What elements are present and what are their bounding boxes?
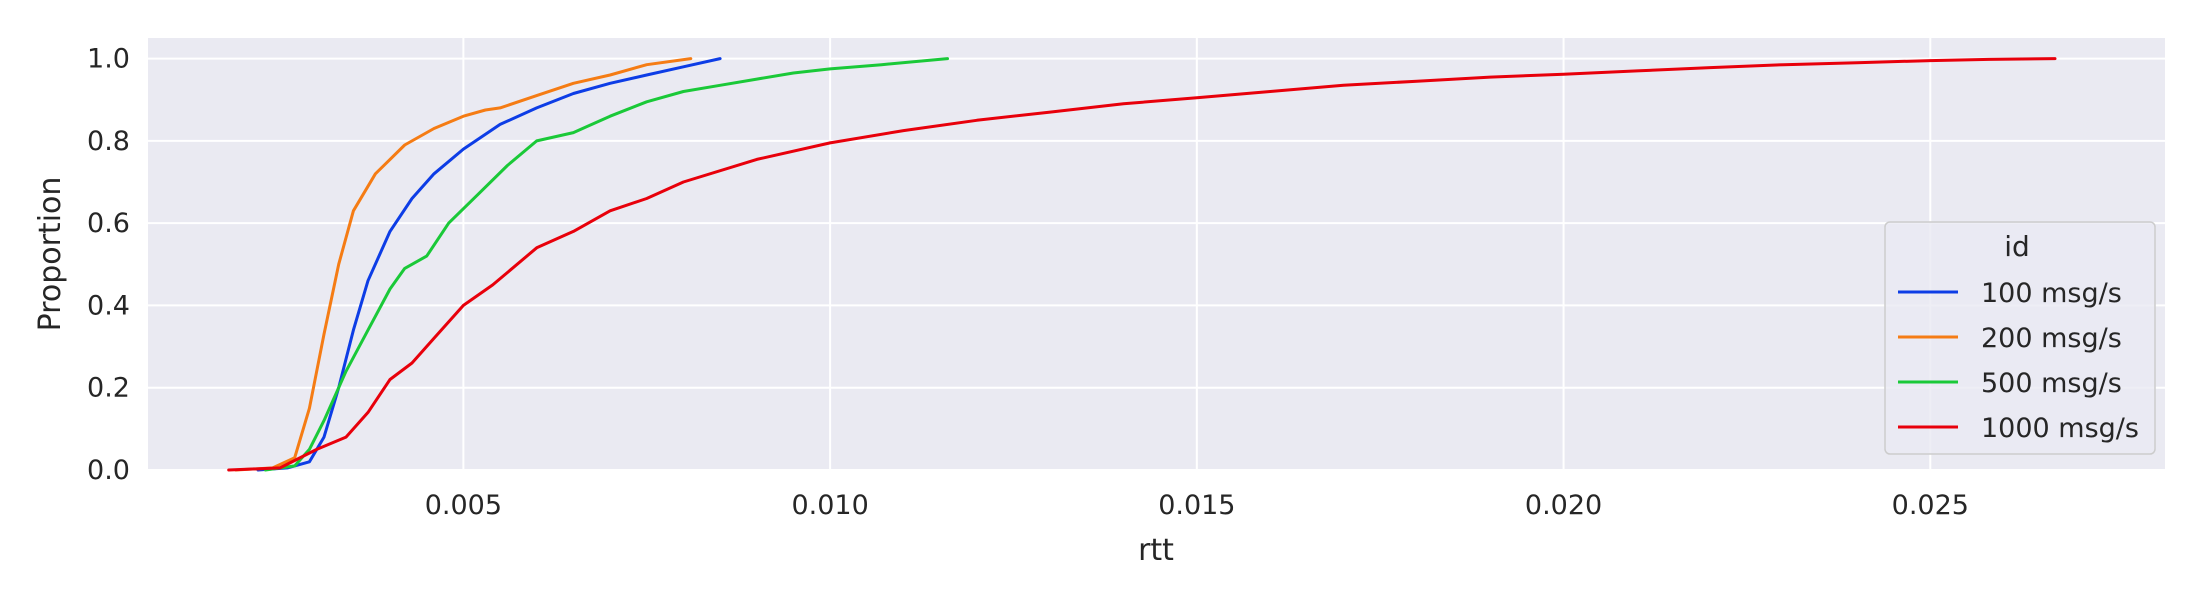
y-axis-label: Proportion — [33, 177, 68, 332]
x-axis-label: rtt — [1138, 533, 1174, 568]
y-tick-label: 0.6 — [87, 208, 130, 239]
x-tick-label: 0.015 — [1158, 490, 1235, 521]
series-line-4 — [227, 57, 2057, 472]
legend-items: 100 msg/s 200 msg/s 500 msg/s 1000 msg/s — [1898, 278, 2139, 444]
legend-box — [1884, 221, 2156, 455]
x-axis-ticks: 0.005 0.010 0.015 0.020 0.025 — [425, 490, 1969, 521]
series-line-1 — [256, 57, 722, 472]
y-axis-ticks: 0.0 0.2 0.4 0.6 0.8 1.0 — [87, 44, 130, 486]
legend-title: id — [2004, 230, 2030, 263]
y-tick-label: 1.0 — [87, 44, 130, 75]
legend-label: 1000 msg/s — [1981, 413, 2139, 444]
legend-label: 100 msg/s — [1981, 278, 2122, 309]
x-tick-label: 0.010 — [791, 490, 868, 521]
series-lines — [227, 57, 2057, 472]
y-tick-label: 0.0 — [87, 455, 130, 486]
legend: id 100 msg/s 200 msg/s 500 msg/s 1000 msg/s — [1884, 221, 2156, 455]
series-line-3 — [263, 57, 949, 472]
legend-label: 500 msg/s — [1981, 368, 2122, 399]
y-tick-label: 0.4 — [87, 290, 130, 321]
plot-background — [148, 38, 2165, 470]
x-tick-label: 0.025 — [1892, 490, 1969, 521]
y-tick-label: 0.8 — [87, 126, 130, 157]
x-tick-label: 0.005 — [425, 490, 502, 521]
x-tick-label: 0.020 — [1525, 490, 1602, 521]
legend-label: 200 msg/s — [1981, 323, 2122, 354]
series-line-2 — [234, 57, 693, 472]
y-tick-label: 0.2 — [87, 373, 130, 404]
